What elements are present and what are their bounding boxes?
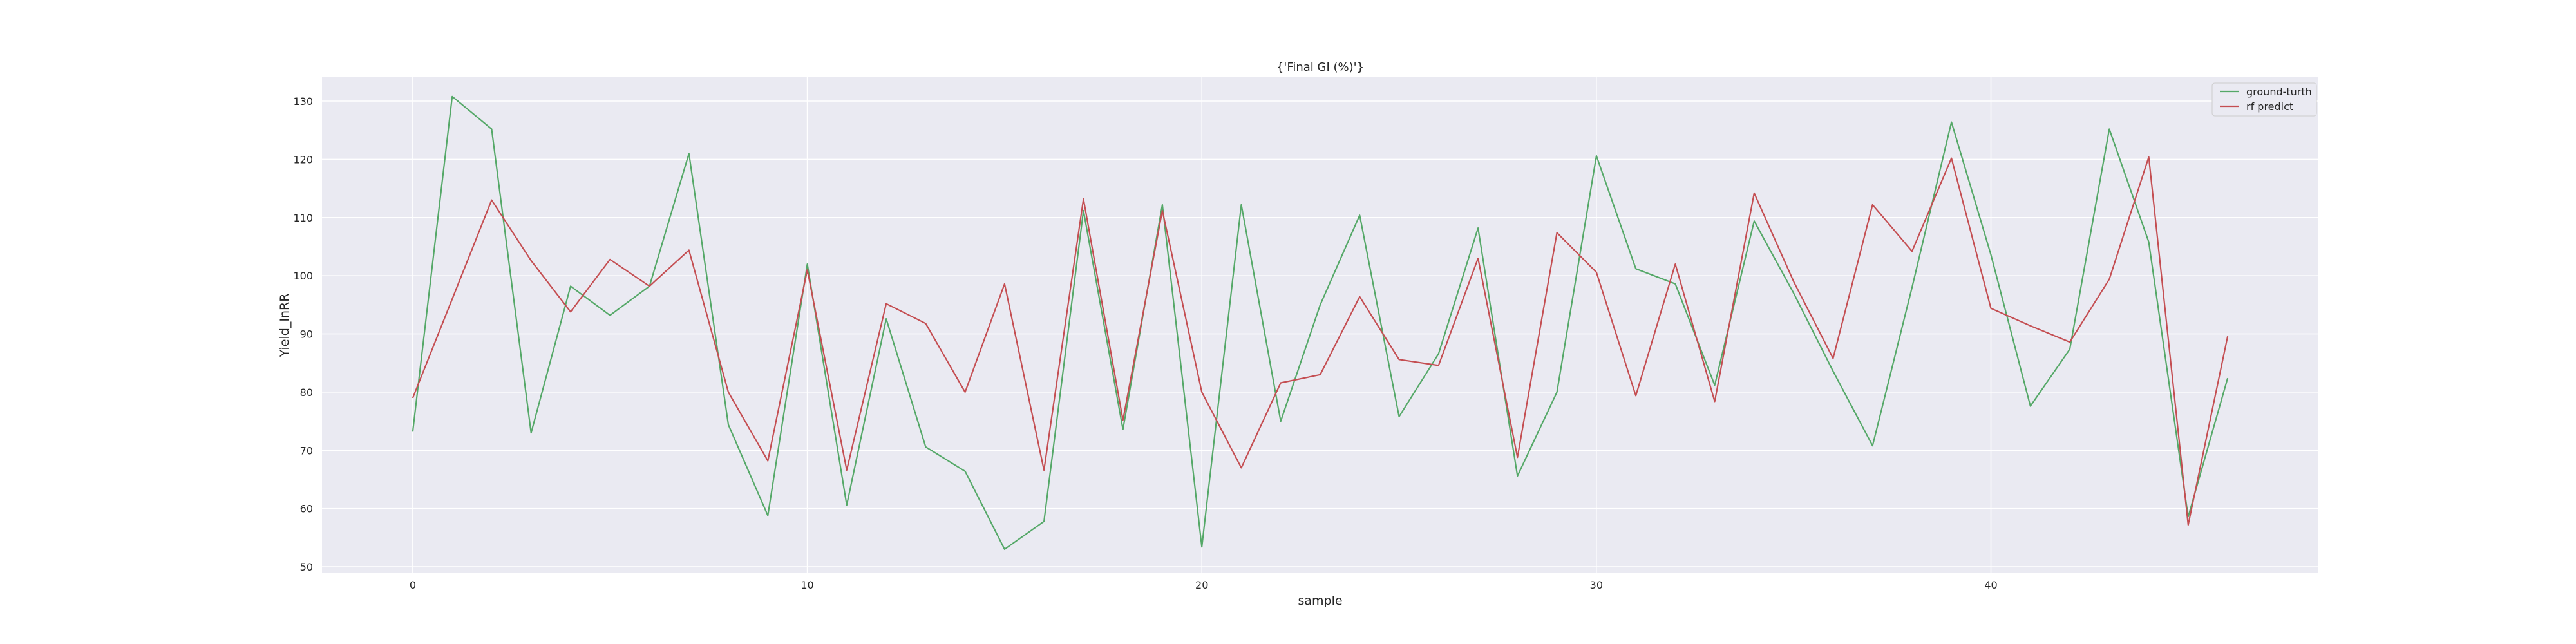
legend: ground-turth rf predict (2211, 82, 2317, 117)
y-tick-labels: 50 60 70 80 90 100 110 120 130 (293, 95, 313, 573)
y-tick-label: 50 (300, 561, 313, 573)
plot-background (322, 77, 2318, 573)
x-tick-labels: 0 10 20 30 40 (410, 579, 1998, 591)
series-lines (412, 95, 2229, 551)
grid (322, 77, 2318, 573)
x-tick-label: 30 (1590, 579, 1603, 591)
x-axis-label: sample (1298, 594, 1342, 608)
x-tick-label: 10 (800, 579, 813, 591)
y-tick-label: 120 (293, 153, 313, 166)
legend-label-rf-predict: rf predict (2246, 100, 2293, 113)
y-tick-label: 110 (293, 212, 313, 224)
series-line-rf-predict (412, 156, 2229, 526)
y-axis-label: Yield_InRR (278, 294, 292, 358)
y-tick-label: 60 (300, 503, 313, 515)
y-tick-label: 90 (300, 328, 313, 341)
x-tick-label: 0 (410, 579, 416, 591)
y-tick-label: 100 (293, 270, 313, 282)
y-tick-label: 80 (300, 386, 313, 399)
legend-label-ground-turth: ground-turth (2246, 86, 2312, 98)
y-tick-label: 130 (293, 95, 313, 108)
y-tick-label: 70 (300, 444, 313, 457)
x-tick-label: 20 (1195, 579, 1208, 591)
chart-title: {'Final GI (%)'} (1276, 61, 1364, 74)
series-line-ground-turth (412, 95, 2229, 551)
x-tick-label: 40 (1984, 579, 1997, 591)
